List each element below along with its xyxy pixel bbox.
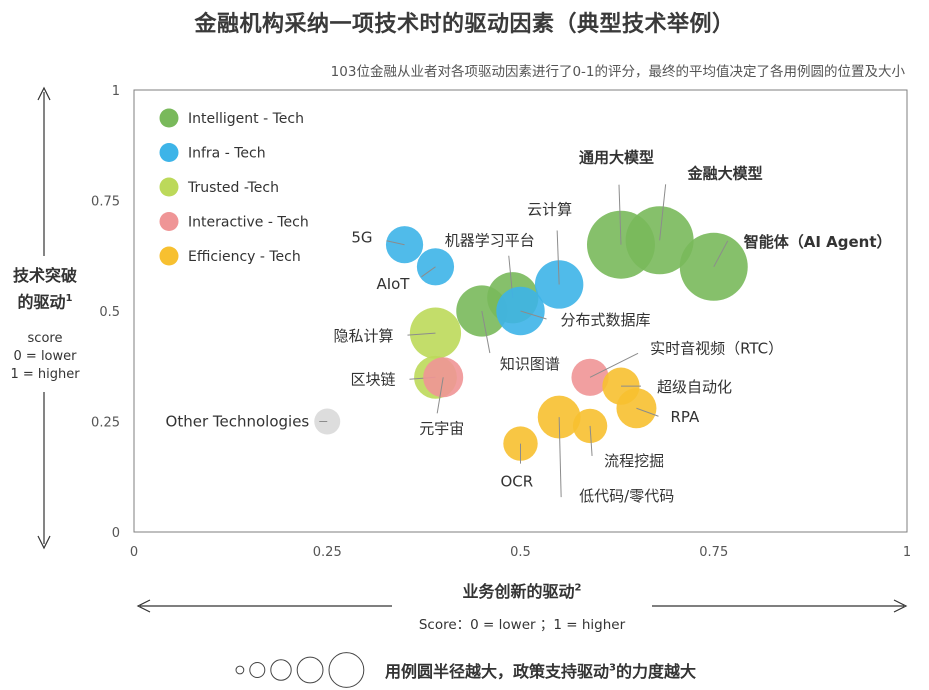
x-arrow-head-right	[893, 599, 908, 613]
legend-marker-trusted	[159, 177, 179, 197]
y-tick-label: 0	[112, 526, 120, 541]
legend-label-infra: Infra - Tech	[188, 146, 266, 162]
x-axis-score-note: Score：0 = lower ；1 = higher	[418, 617, 626, 633]
bubble-label: 超级自动化	[657, 378, 732, 396]
x-tick-label: 0.75	[699, 545, 728, 560]
legend-marker-intelligent	[159, 108, 179, 128]
x-axis-label-sup: 2	[574, 582, 582, 594]
legend-label-trusted: Trusted -Tech	[187, 180, 279, 196]
y-axis-score-note: score 0 = lower 1 = higher	[2, 330, 88, 384]
bubble-leader-line	[421, 266, 436, 278]
bubble-leader-line	[520, 310, 547, 320]
bubble-leader-line	[436, 377, 444, 414]
bubble-leader-line	[558, 417, 562, 498]
bubble-leader-line	[618, 184, 622, 245]
bubble-label: 5G	[351, 229, 372, 247]
y-axis-label: 技术突破 的驱动1	[2, 264, 88, 313]
y-axis-label-sup: 1	[65, 293, 73, 304]
bubble-leader-line	[556, 230, 560, 285]
y-axis-sub-line2: 0 = lower	[13, 349, 77, 364]
legend-label-efficiency: Efficiency - Tech	[188, 249, 301, 265]
size-legend-text-before: 用例圆半径越大，政策支持驱动	[385, 662, 610, 681]
size-legend-circle	[296, 656, 324, 684]
bubble-leader-line	[481, 310, 491, 354]
x-tick-label: 0.5	[510, 545, 531, 560]
x-tick-label: 0.25	[313, 545, 342, 560]
bubble-leader-line	[589, 352, 639, 378]
chart-subtitle: 103位金融从业者对各项驱动因素进行了0-1的评分，最终的平均值决定了各用例圆的…	[330, 64, 905, 80]
size-legend-note: 用例圆半径越大，政策支持驱动3的力度越大	[385, 658, 696, 682]
bubble-leader-line	[589, 425, 593, 456]
bubble	[572, 408, 608, 444]
y-axis-sub-line1: score	[27, 331, 63, 346]
y-tick-label: 0.25	[91, 416, 120, 431]
x-axis-label-text: 业务创新的驱动	[462, 582, 575, 601]
bubble	[503, 426, 538, 461]
bubble-label: 元宇宙	[419, 419, 464, 437]
size-legend-circle	[235, 665, 245, 675]
x-arrow-head-left	[136, 599, 151, 613]
size-legend-circle	[249, 662, 266, 678]
y-axis-label-line1: 技术突破	[12, 266, 77, 285]
bubble-label: RPA	[670, 408, 700, 426]
bubble-label: OCR	[501, 473, 534, 491]
y-tick-label: 1	[112, 84, 120, 99]
y-tick-label: 0.75	[91, 195, 120, 210]
bubble-leader-line	[636, 407, 659, 417]
bubble-label: AIoT	[376, 275, 410, 293]
bubble-leader-line	[713, 240, 729, 268]
bubble-leader-line	[407, 332, 436, 336]
chart-title: 金融机构采纳一项技术时的驱动因素（典型技术举例）	[194, 12, 735, 37]
y-axis-sub-line3: 1 = higher	[10, 367, 80, 382]
legend-marker-efficiency	[159, 246, 179, 266]
bubble-label: 低代码/零代码	[579, 487, 674, 505]
x-tick-label: 1	[903, 545, 911, 560]
bubble-label: 金融大模型	[687, 164, 763, 182]
legend-marker-infra	[159, 143, 179, 162]
y-arrow-head-up	[37, 86, 51, 101]
legend-label-intelligent: Intelligent - Tech	[188, 111, 304, 127]
bubble-label: 分布式数据库	[561, 311, 651, 329]
y-arrow-head-down	[37, 535, 51, 550]
bubble-label: 云计算	[527, 200, 572, 218]
y-tick-label: 0.5	[99, 305, 120, 320]
size-legend-sup: 3	[609, 662, 616, 674]
legend-label-interactive: Interactive - Tech	[188, 215, 309, 231]
bubble-label: 通用大模型	[579, 149, 654, 167]
y-axis-label-line2: 的驱动	[17, 292, 66, 312]
size-legend-circle	[270, 659, 292, 681]
x-axis-label: 业务创新的驱动2	[0, 578, 929, 602]
bubble-leader-line	[659, 184, 667, 241]
bubble-label: 实时音视频（RTC）	[650, 339, 783, 357]
bubble-label: 隐私计算	[333, 327, 393, 345]
bubble-label: 知识图谱	[500, 355, 560, 373]
bubble-label: Other Technologies	[166, 413, 310, 431]
bubble-label: 机器学习平台	[445, 232, 535, 250]
legend-marker-interactive	[159, 212, 179, 231]
bubble-leader-line	[386, 240, 405, 246]
size-legend-text-after: 的力度越大	[615, 662, 696, 681]
bubble-label: 区块链	[350, 370, 395, 388]
size-legend-circle	[328, 652, 365, 688]
bubble-label: 流程挖掘	[604, 452, 664, 470]
x-tick-label: 0	[130, 545, 138, 560]
plot-frame	[133, 89, 908, 533]
bubble-label: 智能体（AI Agent）	[744, 233, 892, 251]
